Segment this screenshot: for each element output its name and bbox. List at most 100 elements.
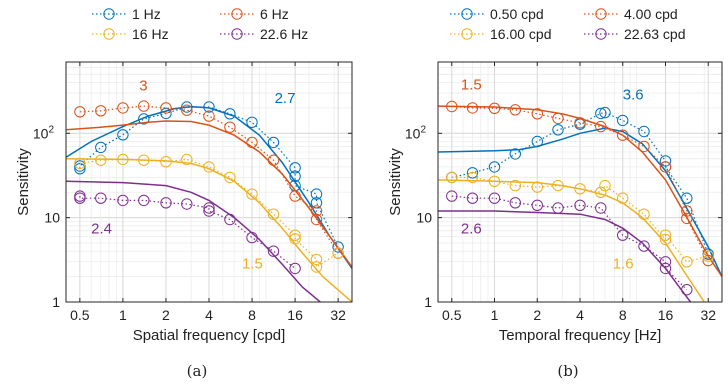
x-tick-label: 32 (330, 307, 346, 323)
legend-label: 16 Hz (132, 26, 169, 42)
data-point (617, 114, 629, 127)
legend-marker (103, 8, 115, 20)
data-point (310, 205, 323, 217)
data-point (289, 162, 301, 174)
data-point (310, 261, 323, 273)
data-point (488, 161, 501, 173)
data-point (681, 192, 693, 204)
data-point (681, 284, 693, 296)
data-point (681, 212, 693, 225)
data-point (310, 213, 323, 226)
data-point (659, 161, 672, 173)
data-point (552, 202, 564, 214)
data-point (203, 205, 215, 217)
data-point (659, 229, 672, 241)
data-point (289, 229, 301, 241)
x-tick-label: 0.5 (442, 307, 462, 323)
dotted-line-3 (79, 196, 296, 269)
data-point (617, 229, 629, 241)
data-point (638, 208, 650, 220)
y-tick-label: 102 (405, 124, 427, 141)
fit-line-1 (66, 120, 352, 268)
data-point (74, 192, 86, 204)
data-point (289, 170, 301, 182)
data-point (552, 112, 564, 125)
legend-label: 6 Hz (260, 6, 289, 22)
data-point (552, 124, 564, 136)
panel-1: 0.5 1 2 4 8 16 32 1 10 102 Temporal frequency [Hz]… (387, 6, 723, 380)
x-tick-label: 8 (619, 307, 627, 323)
data-point (160, 102, 172, 114)
data-point (74, 157, 86, 170)
y-tick-label: 10 (416, 210, 432, 226)
y-tick-label: 102 (33, 124, 55, 141)
legend-label: 22.63 cpd (624, 26, 686, 42)
dotted-line-3 (451, 195, 688, 291)
legend: 0.50 cpd 4.00 cpd 16.00 cpd 22.63 cpd (450, 6, 686, 42)
dotted-line-1 (451, 105, 709, 261)
data-point (74, 106, 86, 118)
grid (66, 62, 352, 303)
data-point (203, 161, 215, 173)
x-tick-label: 2 (533, 307, 541, 323)
data-point (181, 101, 193, 113)
y-tick-label: 10 (44, 210, 60, 226)
fit-line-1 (438, 105, 722, 278)
data-point (203, 202, 215, 214)
data-point (681, 256, 693, 268)
x-tick-label: 8 (248, 307, 256, 323)
x-tick-label: 4 (205, 307, 213, 323)
data-point (224, 213, 236, 226)
fit-line-3 (438, 210, 692, 302)
annotation-label: 2.6 (461, 220, 482, 237)
data-point (531, 199, 543, 212)
data-point (95, 141, 107, 154)
data-point (289, 190, 301, 202)
legend: 1 Hz 6 Hz 16 Hz 22.6 Hz (92, 6, 308, 42)
data-point (509, 179, 521, 192)
data-marks (438, 100, 722, 302)
data-point (74, 160, 86, 172)
legend-marker (231, 8, 243, 20)
dotted-line-2 (79, 158, 339, 269)
x-tick-label: 2 (162, 307, 170, 323)
data-point (681, 205, 693, 217)
annotation-label: 1.5 (242, 255, 263, 272)
panel-caption: (b) (557, 362, 578, 380)
annotation-label: 1.5 (461, 77, 482, 94)
data-point (638, 140, 650, 153)
data-point (595, 202, 607, 214)
x-tick-label: 4 (576, 307, 584, 323)
data-point (617, 129, 629, 141)
dotted-line-0 (451, 111, 709, 255)
fit-line-0 (66, 105, 352, 269)
x-tick-label: 1 (119, 307, 127, 323)
data-point (224, 108, 236, 120)
data-point (702, 254, 714, 267)
data-point (117, 194, 129, 207)
annotation-label: 2.7 (275, 90, 296, 107)
data-point (638, 240, 650, 252)
data-point (74, 163, 86, 175)
data-point (289, 262, 301, 275)
data-point (574, 183, 586, 195)
data-point (95, 105, 107, 117)
x-axis-label: Spatial frequency [cpd] (133, 327, 286, 344)
legend-marker (103, 28, 115, 40)
data-point (310, 197, 323, 209)
data-point (246, 231, 258, 244)
data-point (95, 192, 107, 204)
data-point (659, 256, 672, 268)
data-point (310, 253, 323, 266)
legend-label: 1 Hz (132, 6, 161, 22)
data-point (531, 181, 543, 193)
data-point (267, 136, 280, 149)
annotation-label: 1.6 (613, 255, 634, 272)
data-point (509, 148, 521, 160)
data-point (488, 102, 501, 115)
data-point (246, 116, 258, 129)
x-tick-label: 1 (491, 307, 499, 323)
data-point (446, 100, 458, 113)
legend-marker (595, 28, 607, 40)
data-point (531, 108, 543, 120)
